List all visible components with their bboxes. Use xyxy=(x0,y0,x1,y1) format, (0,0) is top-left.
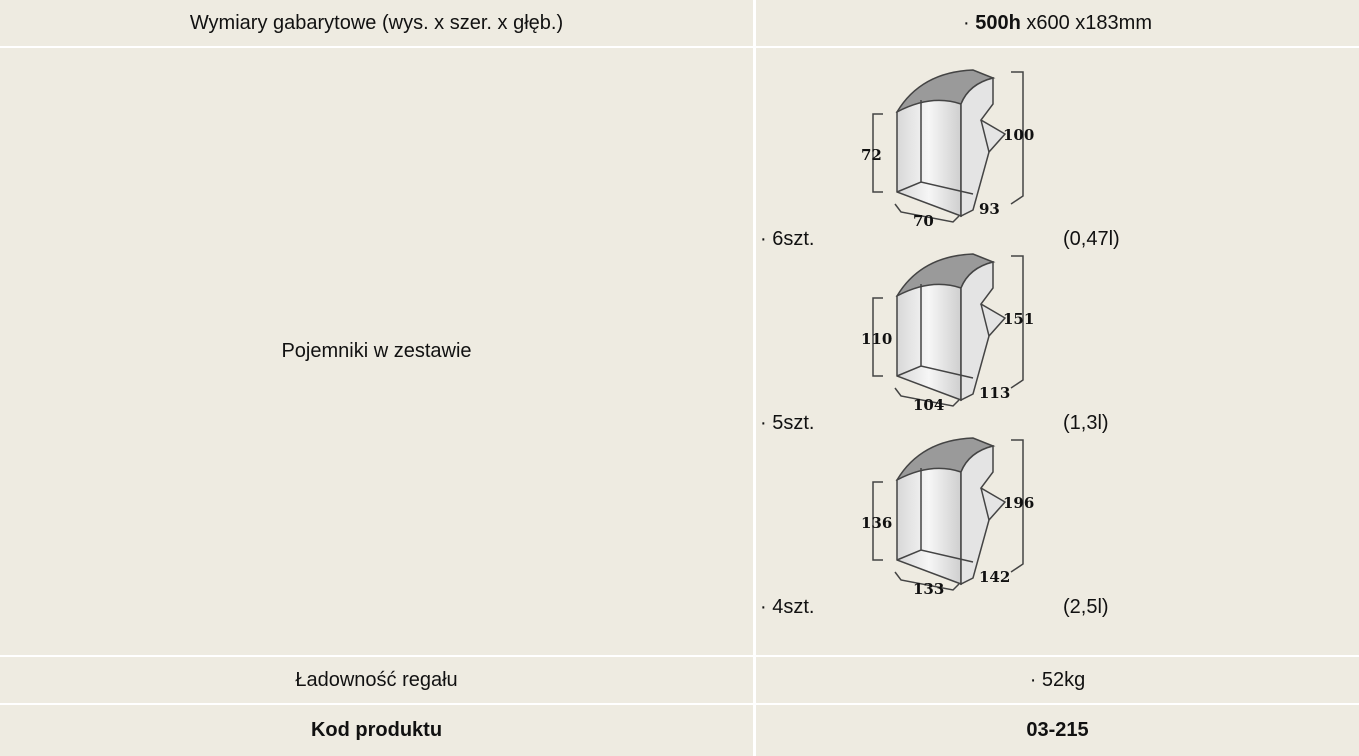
cell: Pojemniki w zestawie xyxy=(0,48,753,655)
dim-width: 133 xyxy=(913,580,944,598)
dim-depth: 113 xyxy=(979,384,1010,402)
dim-height: 72 xyxy=(861,146,882,164)
bin-side xyxy=(960,77,1007,218)
bracket xyxy=(1010,255,1024,389)
bin-side xyxy=(960,261,1007,402)
dim-tall: 100 xyxy=(1003,126,1034,144)
row-value: · 500h x600 x183mm xyxy=(963,12,1152,35)
dim-width: 70 xyxy=(913,212,934,230)
cell: Kod produktu xyxy=(0,705,753,756)
bin-drawing: 110 151 104 113 xyxy=(861,253,1034,414)
cell: · 52kg xyxy=(756,657,1359,703)
bracket xyxy=(894,203,960,223)
dim-height: 110 xyxy=(861,330,892,348)
dim-height: 136 xyxy=(861,514,892,532)
bin-body xyxy=(896,99,962,218)
row-label: Ładowność regału xyxy=(295,668,458,691)
bin-inner xyxy=(896,100,990,195)
cell: 03-215 xyxy=(756,705,1359,756)
container-volume: (1,3l) xyxy=(1063,412,1109,434)
bin-drawing: 72 100 70 93 xyxy=(861,69,1034,230)
bracket xyxy=(872,481,883,561)
cell: Ładowność regału xyxy=(0,657,753,703)
bin-side xyxy=(960,445,1007,586)
dim-tall: 151 xyxy=(1003,310,1034,328)
bracket xyxy=(872,113,883,193)
bracket xyxy=(872,297,883,377)
row-label: Wymiary gabarytowe (wys. x szer. x głęb.… xyxy=(189,11,564,34)
bracket xyxy=(1010,439,1024,573)
cell: 72 100 70 93 · 6szt. (0,47l) 110 151 104 113 · 5sz… xyxy=(756,48,1359,655)
bin-body xyxy=(896,283,962,402)
dim-depth: 142 xyxy=(979,568,1010,586)
row-label: Pojemniki w zestawie xyxy=(281,340,472,362)
dim-width: 104 xyxy=(913,396,944,414)
height-bold: 500h xyxy=(975,11,1021,34)
dim-tall: 196 xyxy=(1003,494,1034,512)
bin-inner xyxy=(896,284,990,379)
prefix: · xyxy=(963,11,976,34)
container-volume: (2,5l) xyxy=(1063,596,1109,618)
bin-inner xyxy=(896,468,990,563)
bracket xyxy=(1010,71,1024,205)
row-label: Kod produktu xyxy=(310,719,443,741)
bracket xyxy=(894,571,960,591)
rest: x600 x183mm xyxy=(1020,11,1152,34)
row-value: 03-215 xyxy=(1026,719,1089,741)
container-count: · 5szt. xyxy=(760,412,815,434)
bracket xyxy=(894,387,960,407)
dim-depth: 93 xyxy=(979,200,1000,218)
container-count: · 6szt. xyxy=(760,228,815,250)
cell: · 500h x600 x183mm xyxy=(756,0,1359,46)
cell: Wymiary gabarytowe (wys. x szer. x głęb.… xyxy=(0,0,753,46)
container-volume: (0,47l) xyxy=(1063,228,1120,250)
bin-body xyxy=(896,467,962,586)
row-value: · 52kg xyxy=(1029,668,1086,691)
container-count: · 4szt. xyxy=(760,596,815,618)
bin-drawing: 136 196 133 142 xyxy=(861,437,1034,598)
